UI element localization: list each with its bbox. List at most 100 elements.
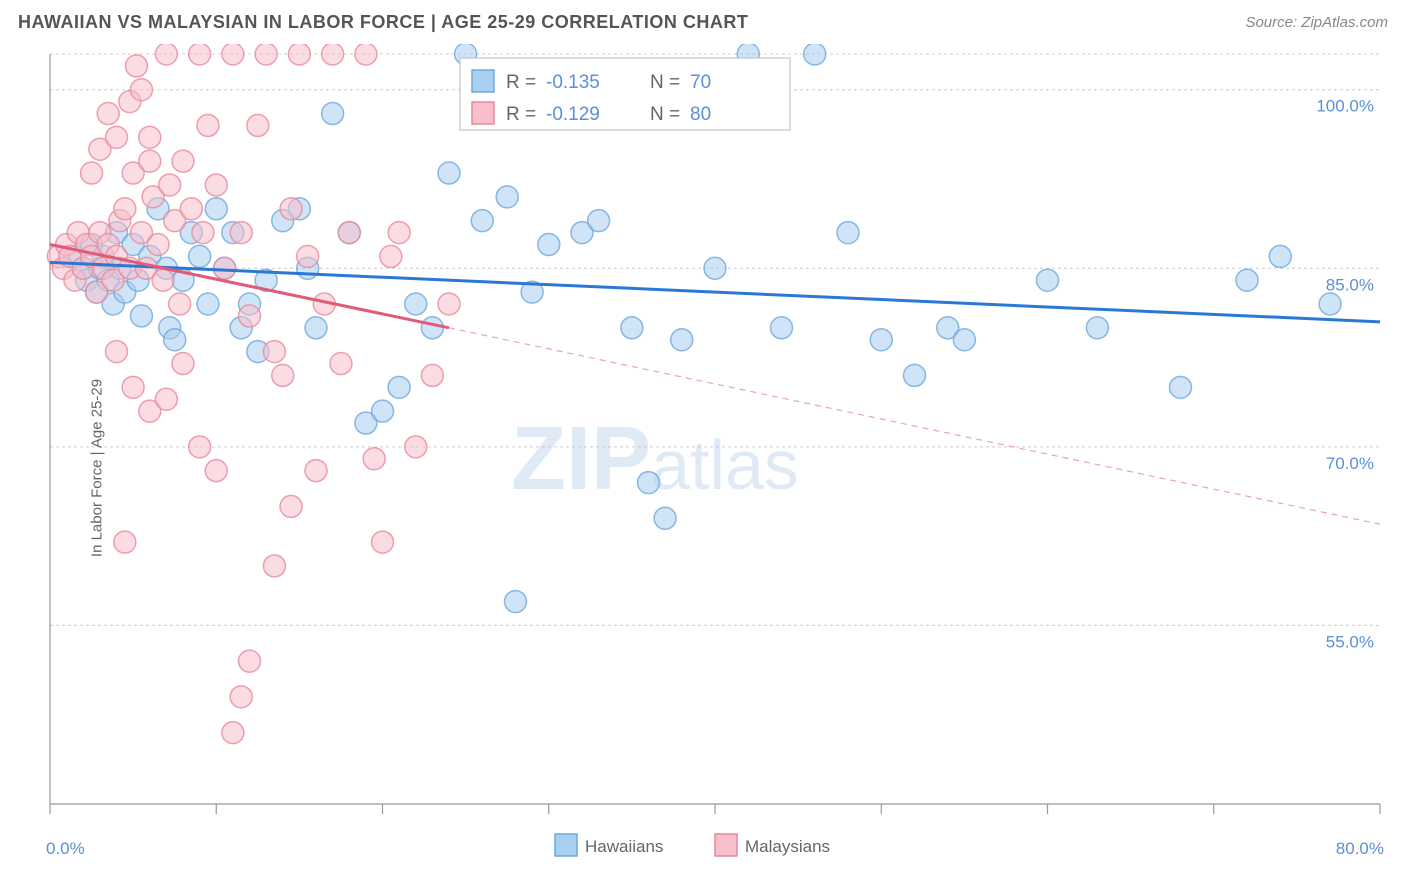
- data-point: [205, 460, 227, 482]
- data-point: [621, 317, 643, 339]
- legend-label: Malaysians: [745, 837, 830, 856]
- source-label: Source: ZipAtlas.com: [1245, 14, 1388, 31]
- data-point: [152, 269, 174, 291]
- data-point: [505, 591, 527, 613]
- legend-swatch: [472, 102, 494, 124]
- data-point: [388, 222, 410, 244]
- svg-text:70.0%: 70.0%: [1326, 454, 1374, 473]
- data-point: [139, 150, 161, 172]
- data-point: [538, 233, 560, 255]
- svg-text:80.0%: 80.0%: [1336, 839, 1384, 858]
- data-point: [363, 448, 385, 470]
- legend-swatch: [472, 70, 494, 92]
- data-point: [355, 44, 377, 65]
- data-point: [247, 114, 269, 136]
- data-point: [421, 364, 443, 386]
- data-point: [804, 44, 826, 65]
- data-point: [222, 44, 244, 65]
- data-point: [239, 305, 261, 327]
- data-point: [114, 198, 136, 220]
- data-point: [1269, 245, 1291, 267]
- svg-text:N =: N =: [650, 72, 680, 93]
- data-point: [1236, 269, 1258, 291]
- data-point: [263, 555, 285, 577]
- svg-text:70: 70: [690, 72, 711, 93]
- data-point: [172, 353, 194, 375]
- data-point: [870, 329, 892, 351]
- y-axis-label: In Labor Force | Age 25-29: [89, 379, 106, 557]
- data-point: [338, 222, 360, 244]
- data-point: [130, 305, 152, 327]
- data-point: [81, 162, 103, 184]
- data-point: [164, 329, 186, 351]
- legend-swatch: [555, 834, 577, 856]
- data-point: [139, 126, 161, 148]
- data-point: [421, 317, 443, 339]
- data-point: [438, 293, 460, 315]
- data-point: [125, 55, 147, 77]
- data-point: [496, 186, 518, 208]
- data-point: [305, 460, 327, 482]
- data-point: [106, 126, 128, 148]
- data-point: [172, 150, 194, 172]
- data-point: [771, 317, 793, 339]
- data-point: [280, 198, 302, 220]
- data-point: [147, 233, 169, 255]
- data-point: [106, 341, 128, 363]
- chart-title: HAWAIIAN VS MALAYSIAN IN LABOR FORCE | A…: [18, 12, 748, 33]
- data-point: [405, 436, 427, 458]
- data-point: [1037, 269, 1059, 291]
- data-point: [388, 376, 410, 398]
- data-point: [330, 353, 352, 375]
- data-point: [197, 293, 219, 315]
- data-point: [159, 174, 181, 196]
- svg-text:-0.129: -0.129: [546, 104, 600, 125]
- data-point: [288, 44, 310, 65]
- data-point: [155, 388, 177, 410]
- data-point: [272, 364, 294, 386]
- data-point: [380, 245, 402, 267]
- legend-swatch: [715, 834, 737, 856]
- data-point: [372, 400, 394, 422]
- watermark-text: ZIPatlas: [511, 409, 799, 509]
- data-point: [654, 507, 676, 529]
- svg-text:55.0%: 55.0%: [1326, 632, 1374, 651]
- data-point: [130, 79, 152, 101]
- svg-text:R =: R =: [506, 104, 536, 125]
- legend-label: Hawaiians: [585, 837, 663, 856]
- svg-text:0.0%: 0.0%: [46, 839, 85, 858]
- data-point: [180, 198, 202, 220]
- data-point: [122, 376, 144, 398]
- data-point: [192, 222, 214, 244]
- data-point: [953, 329, 975, 351]
- data-point: [471, 210, 493, 232]
- data-point: [904, 364, 926, 386]
- data-point: [322, 44, 344, 65]
- data-point: [189, 436, 211, 458]
- data-point: [438, 162, 460, 184]
- svg-text:80: 80: [690, 104, 711, 125]
- data-point: [671, 329, 693, 351]
- data-point: [638, 472, 660, 494]
- data-point: [205, 198, 227, 220]
- data-point: [280, 495, 302, 517]
- data-point: [214, 257, 236, 279]
- data-point: [704, 257, 726, 279]
- data-point: [155, 44, 177, 65]
- data-point: [230, 686, 252, 708]
- data-point: [169, 293, 191, 315]
- svg-text:-0.135: -0.135: [546, 72, 600, 93]
- data-point: [1170, 376, 1192, 398]
- data-point: [239, 650, 261, 672]
- data-point: [297, 245, 319, 267]
- data-point: [588, 210, 610, 232]
- svg-text:N =: N =: [650, 104, 680, 125]
- data-point: [372, 531, 394, 553]
- data-point: [230, 222, 252, 244]
- data-point: [1319, 293, 1341, 315]
- data-point: [189, 44, 211, 65]
- data-point: [837, 222, 859, 244]
- data-point: [114, 531, 136, 553]
- data-point: [305, 317, 327, 339]
- data-point: [197, 114, 219, 136]
